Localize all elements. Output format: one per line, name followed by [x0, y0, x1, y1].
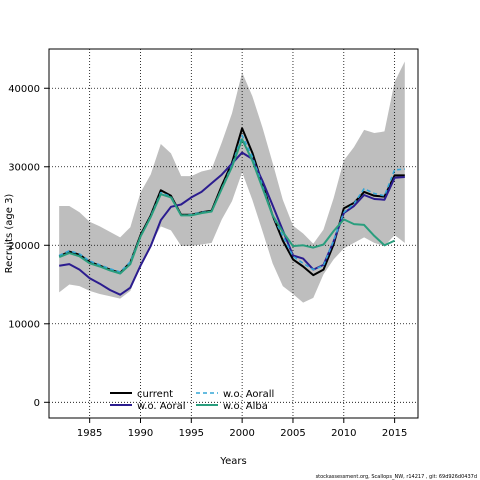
legend-label: w.o. Aorall: [223, 389, 274, 400]
x-tick-label: 2000: [229, 428, 254, 439]
x-tick-label: 2010: [331, 428, 356, 439]
x-axis: 1985 1990 1995 2000 2005 2010 2015: [77, 418, 407, 439]
y-axis-title: Recruits (age 3): [4, 194, 15, 274]
legend-label: w.o. Aoral: [137, 401, 186, 412]
confidence-band: [59, 61, 405, 303]
x-tick-label: 2005: [280, 428, 305, 439]
y-tick-label: 20000: [8, 241, 40, 252]
y-axis: 0 10000 20000 30000 40000: [8, 84, 49, 409]
x-tick-label: 1995: [179, 428, 204, 439]
y-tick-label: 40000: [8, 84, 40, 95]
x-tick-label: 2015: [382, 428, 407, 439]
series-line-w-o-alba: [58, 138, 396, 275]
y-tick-label: 0: [34, 398, 40, 409]
x-axis-title: Years: [219, 456, 246, 467]
series-line-w-o-aorall: [58, 134, 405, 273]
x-tick-label: 1985: [77, 428, 102, 439]
legend-label: w.o. Alba: [223, 401, 268, 412]
series-lines: [58, 127, 405, 296]
legend-label: current: [137, 389, 173, 400]
footer-note: stockassessment.org, Scallops_NW, r14217…: [316, 474, 477, 480]
y-tick-label: 30000: [8, 162, 40, 173]
x-tick-label: 1990: [128, 428, 153, 439]
plot-frame: [48, 48, 419, 419]
confidence-band-area: [59, 61, 405, 303]
series-line-w-o-aoral: [59, 151, 405, 296]
y-tick-label: 10000: [8, 319, 40, 330]
